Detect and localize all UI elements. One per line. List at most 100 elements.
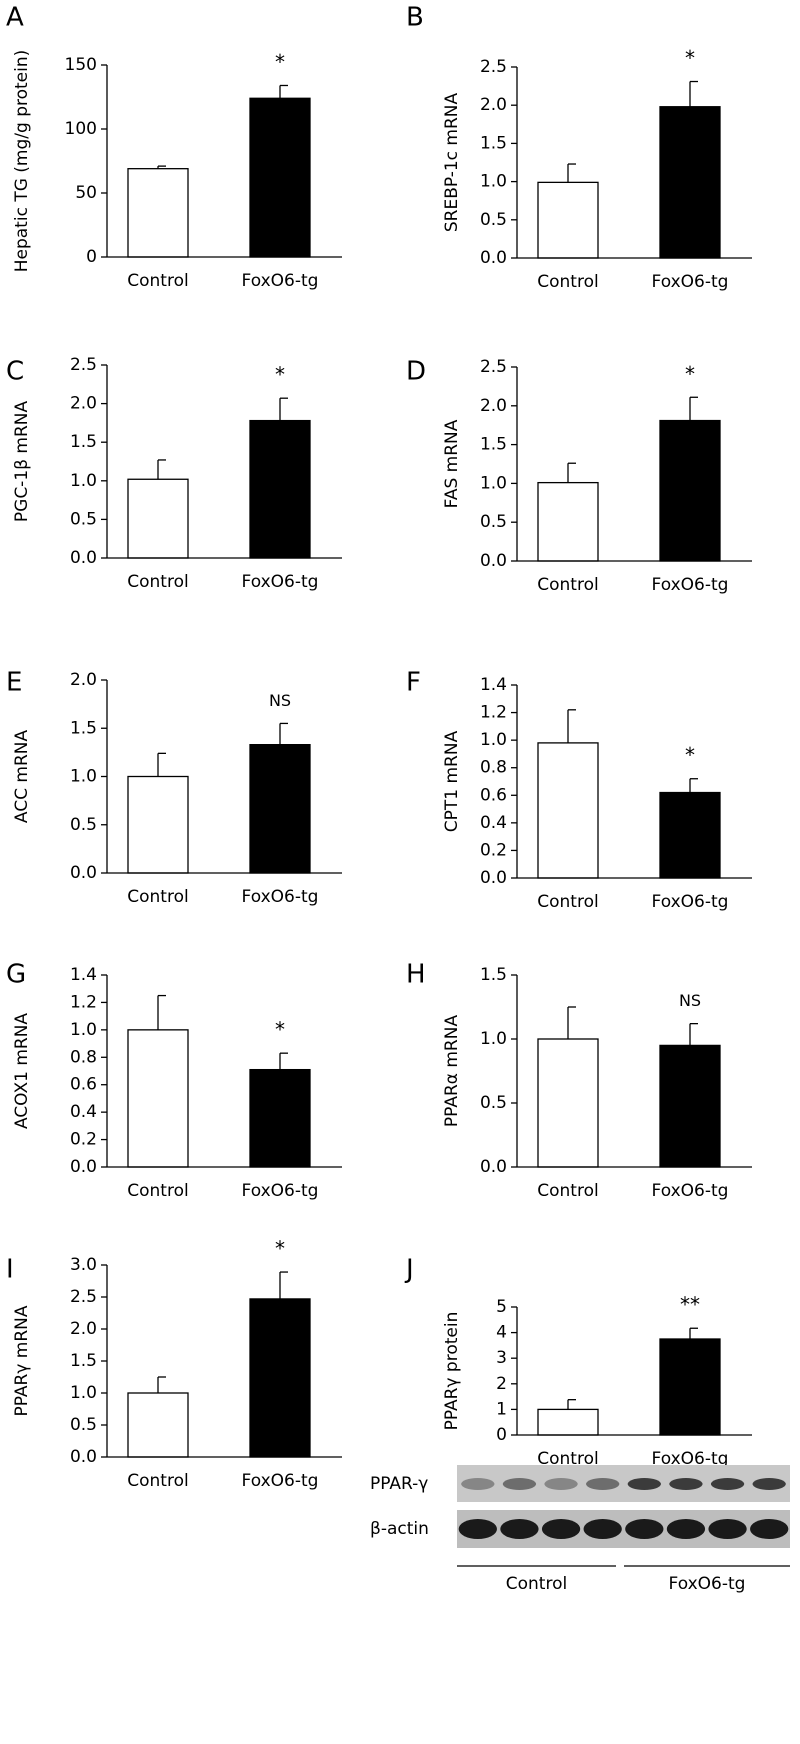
- y-tick-label: 0.5: [480, 210, 507, 230]
- significance-label: *: [685, 362, 695, 386]
- category-label: FoxO6-tg: [652, 892, 729, 912]
- bar: [659, 1044, 721, 1168]
- blot-band: [669, 1478, 703, 1490]
- y-tick-label: 0.8: [70, 1047, 97, 1067]
- bar: [537, 742, 599, 879]
- y-tick-label: 1.5: [70, 718, 97, 738]
- significance-label: *: [275, 1237, 285, 1261]
- blot-band: [625, 1519, 664, 1539]
- y-tick-label: 3.0: [70, 1255, 97, 1275]
- blot-group-label: FoxO6-tg: [669, 1574, 746, 1594]
- blot-row-label: PPAR-γ: [370, 1474, 428, 1494]
- significance-label: *: [275, 363, 285, 387]
- bar: [537, 481, 599, 562]
- y-tick-label: 0.2: [480, 840, 507, 860]
- blot-band: [461, 1478, 495, 1490]
- bar: [249, 419, 311, 559]
- bar: [537, 181, 599, 259]
- y-tick-label: 1.2: [480, 703, 507, 723]
- y-tick-label: 0.4: [480, 813, 507, 833]
- y-tick-label: 2.0: [70, 1319, 97, 1339]
- y-axis-label: PPARγ protein: [442, 1312, 462, 1431]
- category-label: FoxO6-tg: [652, 1181, 729, 1201]
- y-tick-label: 0.8: [480, 758, 507, 778]
- y-axis-label: PPARα mRNA: [442, 1015, 462, 1128]
- y-tick-label: 1: [496, 1399, 507, 1419]
- bar: [249, 97, 311, 258]
- panel-letter: H: [406, 960, 426, 990]
- y-tick-label: 0.0: [70, 1157, 97, 1177]
- blot-band: [710, 1478, 745, 1490]
- y-tick-label: 0.0: [480, 1157, 507, 1177]
- significance-label: *: [275, 50, 285, 74]
- bar: [537, 1408, 599, 1436]
- y-tick-label: 0.4: [70, 1102, 97, 1122]
- blot-band: [666, 1519, 706, 1539]
- blot-group-label: Control: [506, 1574, 567, 1594]
- y-tick-label: 0.5: [70, 815, 97, 835]
- category-label: FoxO6-tg: [652, 272, 729, 292]
- y-tick-label: 1.0: [70, 1383, 97, 1403]
- category-label: Control: [127, 1181, 188, 1201]
- panel-letter: G: [6, 960, 26, 990]
- y-tick-label: 2.0: [480, 396, 507, 416]
- bar: [127, 168, 189, 258]
- bar: [659, 106, 721, 259]
- y-tick-label: 0.0: [70, 548, 97, 568]
- y-tick-label: 2.5: [480, 357, 507, 377]
- category-label: Control: [127, 887, 188, 907]
- y-axis-label: ACOX1 mRNA: [12, 1013, 32, 1129]
- y-tick-label: 1.2: [70, 992, 97, 1012]
- y-axis-label: CPT1 mRNA: [442, 730, 462, 832]
- y-tick-label: 2.0: [480, 95, 507, 115]
- category-label: Control: [537, 272, 598, 292]
- bar: [127, 1029, 189, 1168]
- y-tick-label: 100: [65, 119, 97, 139]
- panel-letter: F: [406, 668, 421, 698]
- y-tick-label: 150: [65, 55, 97, 75]
- category-label: FoxO6-tg: [652, 1449, 729, 1469]
- y-tick-label: 1.5: [480, 133, 507, 153]
- y-tick-label: 1.5: [70, 1351, 97, 1371]
- bar: [659, 791, 721, 879]
- y-tick-label: 0.5: [480, 1093, 507, 1113]
- y-tick-label: 1.4: [70, 965, 97, 985]
- y-tick-label: 1.0: [480, 473, 507, 493]
- blot-band: [541, 1519, 581, 1539]
- y-tick-label: 2.0: [70, 394, 97, 414]
- y-tick-label: 0.0: [70, 1447, 97, 1467]
- panel-letter: I: [6, 1255, 14, 1285]
- bar: [127, 478, 189, 559]
- y-tick-label: 1.0: [480, 172, 507, 192]
- y-tick-label: 1.0: [70, 471, 97, 491]
- panel-letter: B: [406, 3, 424, 33]
- blot-band: [627, 1478, 661, 1490]
- category-label: Control: [537, 1181, 598, 1201]
- bar: [659, 1338, 721, 1436]
- blot-row-label: β-actin: [370, 1519, 429, 1539]
- category-label: Control: [537, 575, 598, 595]
- significance-label: *: [275, 1018, 285, 1042]
- y-tick-label: 0.0: [70, 863, 97, 883]
- y-tick-label: 2.5: [480, 57, 507, 77]
- y-tick-label: 0.5: [480, 512, 507, 532]
- significance-label: *: [685, 743, 695, 767]
- y-tick-label: 0.5: [70, 1415, 97, 1435]
- category-label: Control: [127, 1471, 188, 1491]
- bar: [127, 775, 189, 874]
- panel-letter: E: [6, 668, 22, 698]
- bar: [249, 1298, 311, 1458]
- bar: [249, 744, 311, 874]
- y-tick-label: 2.0: [70, 670, 97, 690]
- y-tick-label: 1.0: [70, 1020, 97, 1040]
- category-label: FoxO6-tg: [242, 1181, 319, 1201]
- category-label: FoxO6-tg: [242, 1471, 319, 1491]
- blot-band: [752, 1478, 786, 1490]
- y-tick-label: 2.5: [70, 355, 97, 375]
- y-tick-label: 1.4: [480, 675, 507, 695]
- bar: [537, 1038, 599, 1168]
- bar: [127, 1392, 189, 1458]
- y-tick-label: 0.6: [70, 1075, 97, 1095]
- blot-band: [544, 1478, 578, 1490]
- panel-letter: A: [6, 3, 24, 33]
